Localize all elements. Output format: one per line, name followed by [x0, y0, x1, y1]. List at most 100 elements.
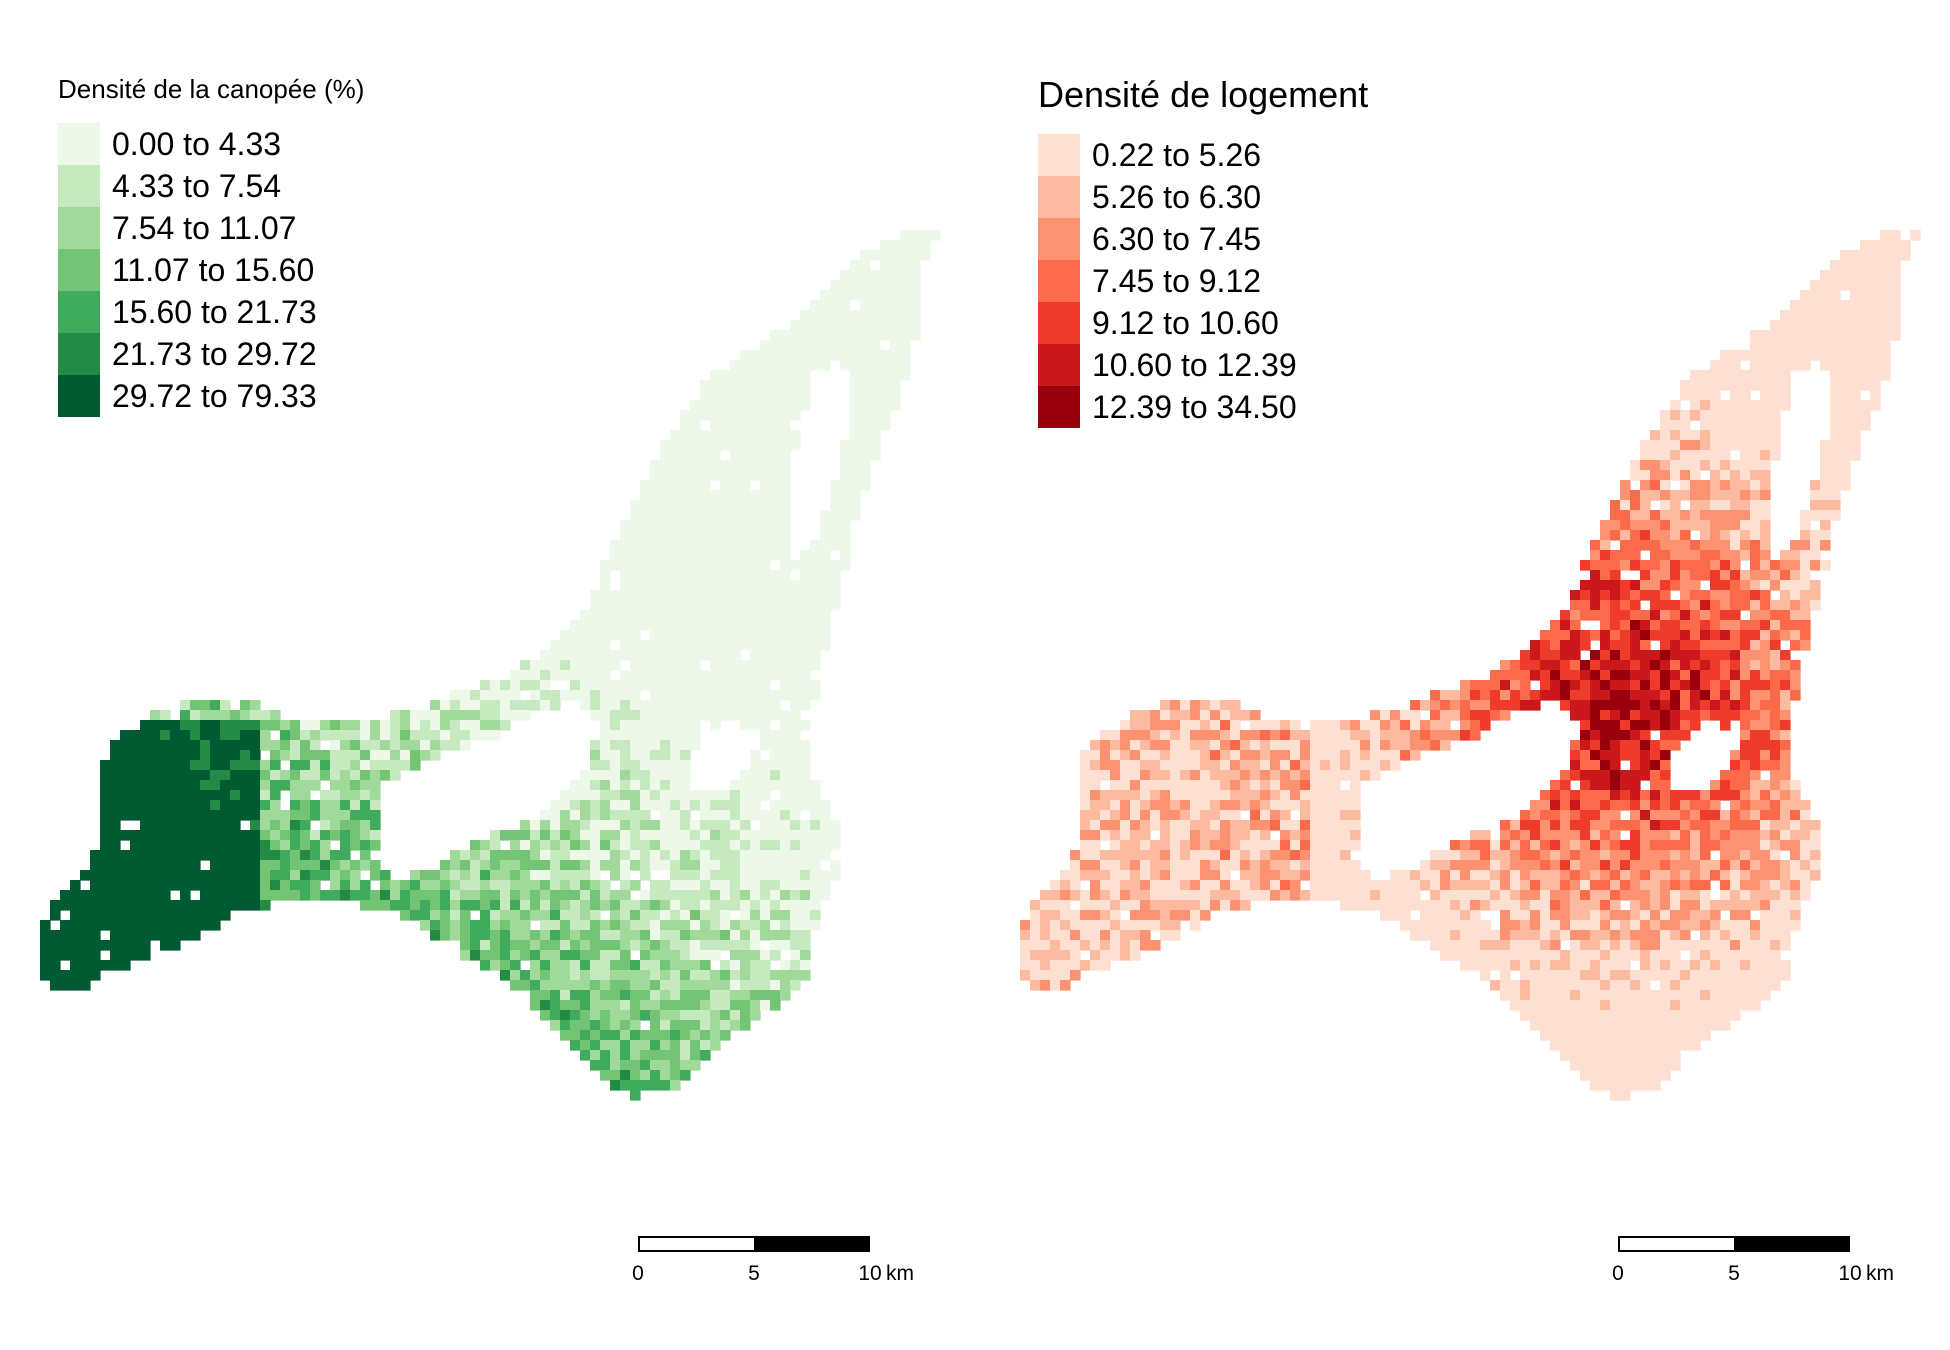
- census-tract: [360, 810, 371, 821]
- census-tract: [1020, 950, 1031, 961]
- census-tract: [1280, 760, 1291, 771]
- census-tract: [1260, 850, 1271, 861]
- census-tract: [490, 860, 501, 871]
- census-tract: [1110, 740, 1121, 751]
- census-tract: [1640, 800, 1651, 811]
- census-tract: [910, 330, 921, 341]
- census-tract: [1800, 820, 1811, 831]
- census-tract: [1120, 800, 1131, 811]
- census-tract: [1550, 840, 1561, 851]
- census-tract: [1790, 550, 1801, 561]
- census-tract: [1540, 940, 1551, 951]
- census-tract: [1740, 420, 1751, 431]
- census-tract: [1670, 870, 1681, 881]
- census-tract: [680, 880, 691, 891]
- census-tract: [1810, 350, 1821, 361]
- census-tract: [60, 920, 71, 931]
- census-tract: [230, 890, 241, 901]
- census-tract: [830, 490, 841, 501]
- census-tract: [1680, 550, 1691, 561]
- census-tract: [140, 860, 151, 871]
- census-tract: [1800, 360, 1811, 371]
- census-tract: [650, 970, 661, 981]
- census-tract: [1420, 700, 1431, 711]
- census-tract: [1850, 290, 1861, 301]
- census-tract: [800, 380, 811, 391]
- census-tract: [1090, 850, 1101, 861]
- census-tract: [610, 960, 621, 971]
- census-tract: [250, 710, 261, 721]
- census-tract: [1730, 950, 1741, 961]
- census-tract: [150, 930, 161, 941]
- census-tract: [730, 690, 741, 701]
- census-tract: [650, 700, 661, 711]
- census-tract: [260, 730, 271, 741]
- census-tract: [370, 900, 381, 911]
- census-tract: [750, 620, 761, 631]
- census-tract: [1400, 870, 1411, 881]
- census-tract: [760, 970, 771, 981]
- census-tract: [1520, 950, 1531, 961]
- census-tract: [580, 900, 591, 911]
- census-tract: [340, 790, 351, 801]
- census-tract: [180, 700, 191, 711]
- census-tract: [730, 880, 741, 891]
- census-tract: [1420, 740, 1431, 751]
- census-tract: [120, 890, 131, 901]
- census-tract: [1690, 890, 1701, 901]
- legend-swatch: [58, 123, 100, 165]
- census-tract: [1390, 760, 1401, 771]
- census-tract: [660, 670, 671, 681]
- census-tract: [160, 940, 171, 951]
- census-tract: [1190, 920, 1201, 931]
- census-tract: [1770, 920, 1781, 931]
- census-tract: [1660, 560, 1671, 571]
- census-tract: [1670, 410, 1681, 421]
- census-tract: [1740, 770, 1751, 781]
- census-tract: [660, 930, 671, 941]
- census-tract: [1130, 940, 1141, 951]
- census-tract: [1110, 900, 1121, 911]
- census-tract: [600, 950, 611, 961]
- census-tract: [540, 900, 551, 911]
- census-tract: [650, 1080, 661, 1091]
- census-tract: [630, 750, 641, 761]
- census-tract: [470, 730, 481, 741]
- census-tract: [1850, 270, 1861, 281]
- census-tract: [1350, 870, 1361, 881]
- census-tract: [1690, 720, 1701, 731]
- census-tract: [1640, 630, 1651, 641]
- census-tract: [1190, 810, 1201, 821]
- census-tract: [580, 770, 591, 781]
- census-tract: [850, 450, 861, 461]
- census-tract: [620, 570, 631, 581]
- census-tract: [1680, 650, 1691, 661]
- census-tract: [1740, 530, 1751, 541]
- census-tract: [1210, 890, 1221, 901]
- census-tract: [1760, 960, 1771, 971]
- census-tract: [1840, 390, 1851, 401]
- census-tract: [1650, 670, 1661, 681]
- census-tract: [1640, 730, 1651, 741]
- census-tract: [620, 760, 631, 771]
- census-tract: [1830, 370, 1841, 381]
- census-tract: [380, 750, 391, 761]
- census-tract: [1740, 690, 1751, 701]
- census-tract: [330, 780, 341, 791]
- census-tract: [660, 1020, 671, 1031]
- census-tract: [770, 910, 781, 921]
- census-tract: [710, 680, 721, 691]
- census-tract: [1780, 830, 1791, 841]
- census-tract: [1230, 720, 1241, 731]
- census-tract: [1620, 890, 1631, 901]
- census-tract: [530, 660, 541, 671]
- census-tract: [1260, 830, 1271, 841]
- census-tract: [280, 830, 291, 841]
- census-tract: [580, 820, 591, 831]
- census-tract: [1630, 740, 1641, 751]
- census-tract: [630, 720, 641, 731]
- census-tract: [1410, 930, 1421, 941]
- census-tract: [730, 520, 741, 531]
- census-tract: [1800, 640, 1811, 651]
- census-tract: [1670, 880, 1681, 891]
